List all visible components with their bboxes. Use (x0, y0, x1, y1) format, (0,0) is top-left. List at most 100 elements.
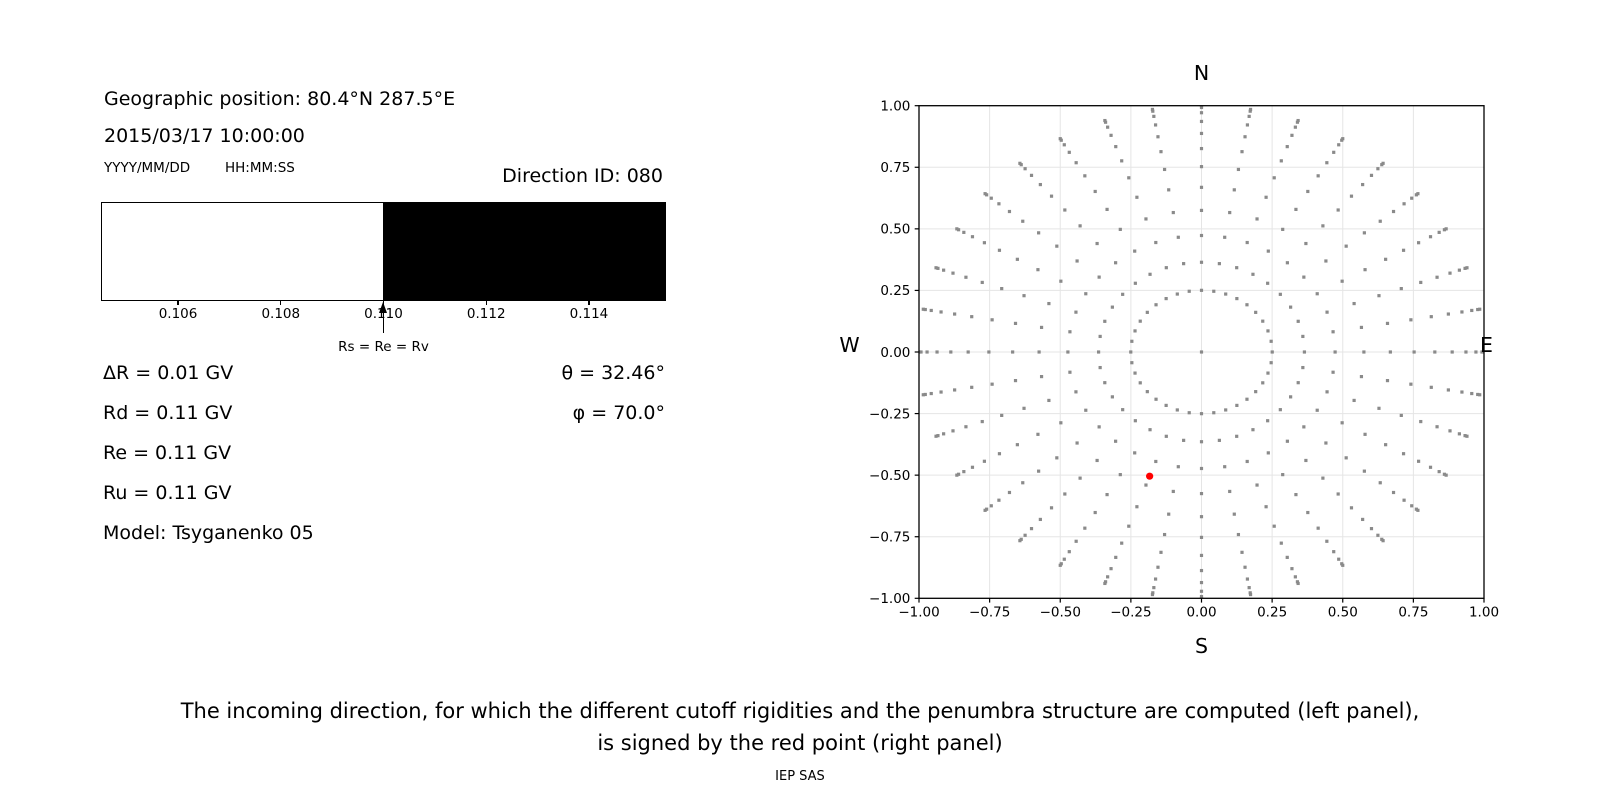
direction-dot (1384, 443, 1388, 447)
direction-dot (1446, 312, 1450, 316)
bar-x-tick-label: 0.110 (364, 306, 403, 322)
direction-dot (1428, 465, 1433, 469)
direction-dot (1409, 382, 1413, 386)
direction-dot (1114, 555, 1118, 559)
direction-dot (1457, 268, 1461, 272)
direction-dot (1296, 381, 1300, 385)
direction-dot (1152, 586, 1156, 590)
direction-dot (1232, 512, 1236, 516)
direction-dot (1248, 109, 1252, 113)
direction-dot (1199, 146, 1204, 151)
direction-dot (1011, 350, 1015, 354)
direction-dot (1361, 182, 1365, 187)
direction-dot (1344, 456, 1348, 460)
direction-dot (1175, 408, 1179, 412)
direction-dot (1145, 390, 1149, 394)
direction-dot (1199, 105, 1204, 108)
bar-x-tick-label: 0.114 (569, 306, 609, 322)
direction-dot (962, 230, 966, 234)
direction-dot (1325, 310, 1329, 314)
direction-dot (1110, 395, 1114, 399)
direction-dot (1103, 581, 1107, 586)
direction-grid-points (919, 105, 1484, 599)
direction-dot (1171, 489, 1175, 494)
direction-dot (1114, 261, 1118, 265)
x-axis-tick-label: 1.00 (1469, 605, 1499, 621)
direction-dot (1457, 432, 1461, 436)
direction-dot (1236, 532, 1241, 537)
direction-dot (1362, 350, 1366, 354)
direction-dot (997, 248, 1002, 252)
direction-dot (1401, 248, 1406, 252)
direction-dot (1429, 315, 1433, 319)
direction-dot (1266, 281, 1270, 285)
direction-dot (1153, 123, 1158, 127)
direction-dot (955, 473, 959, 477)
direction-dot (1120, 541, 1124, 545)
direction-dot (1269, 361, 1273, 365)
direction-dot (1381, 161, 1385, 165)
direction-dot (1385, 378, 1390, 383)
direction-dot (970, 235, 975, 239)
direction-dot (1359, 374, 1364, 379)
direction-dot (989, 196, 993, 200)
direction-dot (1254, 310, 1258, 314)
direction-dot (1281, 473, 1285, 477)
direction-dot (1315, 408, 1319, 412)
direction-dot (1093, 189, 1097, 194)
direction-dot (1336, 208, 1340, 212)
direction-dot (1133, 371, 1137, 375)
direction-dot (983, 192, 987, 196)
direction-dot (1337, 557, 1341, 561)
direction-dot (1442, 228, 1446, 232)
direction-dot (1402, 202, 1406, 206)
direction-dot (1377, 294, 1381, 298)
direction-dot (1442, 472, 1446, 476)
direction-dot (1410, 196, 1414, 200)
direction-dot (1114, 145, 1118, 149)
direction-dot (1302, 275, 1306, 279)
direction-dot (1047, 301, 1051, 306)
direction-dot (1464, 350, 1468, 354)
direction-dot (1199, 515, 1204, 519)
direction-dot (1167, 512, 1171, 516)
direction-dot (1095, 458, 1099, 463)
direction-dot (953, 388, 957, 392)
direction-dot (1199, 260, 1204, 264)
direction-dot (989, 504, 993, 508)
direction-dot (1272, 524, 1276, 528)
direction-dot (1199, 568, 1204, 573)
direction-dot (1187, 289, 1191, 293)
direction-dot (1281, 227, 1285, 231)
y-axis-tick-label: −0.50 (869, 468, 910, 484)
direction-dot (1448, 271, 1452, 275)
direction-dot (1182, 262, 1186, 266)
direction-dot (1295, 580, 1300, 584)
direction-dot (1130, 361, 1134, 365)
direction-dot (1228, 489, 1232, 494)
x-axis-tick-label: 0.25 (1257, 605, 1287, 621)
direction-dot (1391, 209, 1396, 214)
direction-dot (1344, 244, 1348, 248)
direction-dot (1109, 133, 1113, 137)
direction-dot (1363, 432, 1367, 436)
direction-dot (1058, 563, 1062, 567)
direction-dot (1150, 107, 1155, 112)
direction-dot (1293, 575, 1297, 579)
x-axis-tick-label: −1.00 (898, 605, 939, 621)
direction-dot (1021, 219, 1025, 223)
direction-dot (1290, 567, 1294, 571)
bar-x-tick (280, 301, 282, 306)
direction-dot (1199, 412, 1204, 416)
rd-label: Rd = 0.11 GV (103, 402, 233, 424)
direction-dot (1199, 208, 1204, 213)
direction-dot (1074, 161, 1078, 165)
direction-dot (997, 452, 1002, 456)
direction-dot (1159, 550, 1163, 554)
direction-dot (1074, 310, 1078, 314)
y-axis-tick-label: −0.75 (869, 530, 910, 546)
direction-dot (1391, 490, 1396, 495)
direction-dot (1435, 275, 1439, 279)
cutoff-arrow-label: Rs = Re = Rv (338, 338, 429, 355)
